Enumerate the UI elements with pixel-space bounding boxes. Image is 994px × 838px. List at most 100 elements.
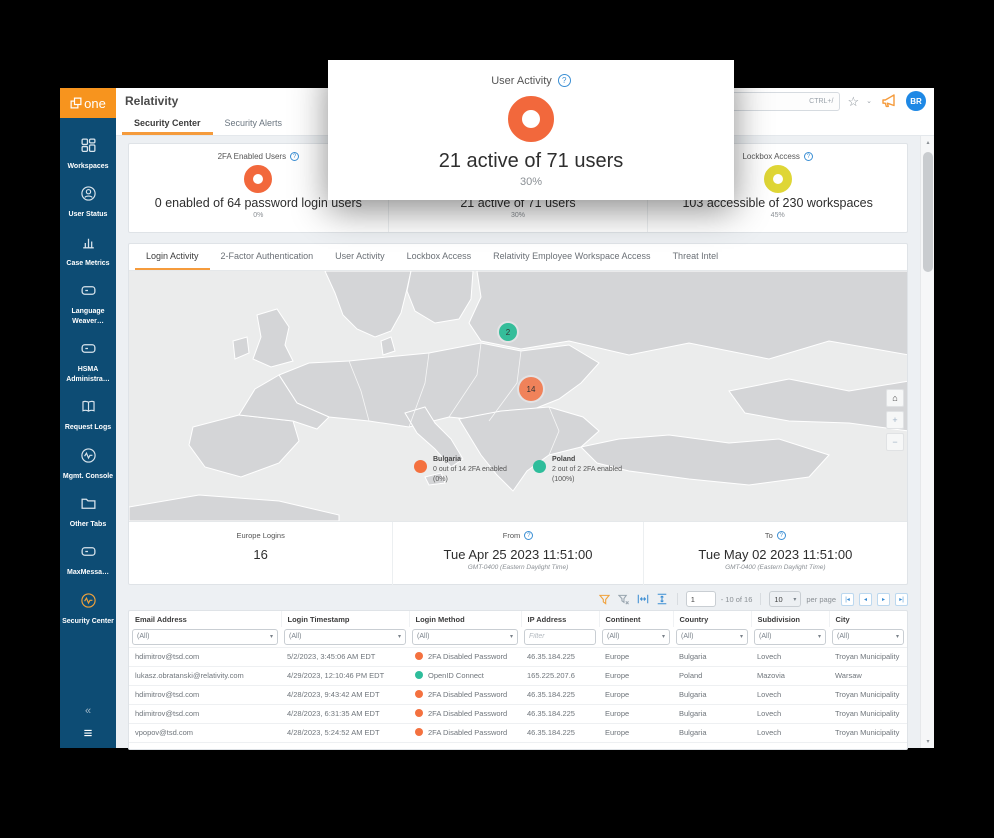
map-bubble-bulgaria[interactable]: 14 — [519, 377, 543, 401]
login-method-dot — [415, 671, 423, 679]
ip-filter-input[interactable] — [524, 628, 596, 645]
favorites-star-icon[interactable]: ☆ — [847, 93, 860, 109]
column-width-icon[interactable] — [636, 592, 650, 606]
content-tab-strip: Login Activity 2-Factor Authentication U… — [129, 244, 907, 271]
scroll-down-arrow[interactable]: ▾ — [926, 739, 930, 745]
legend-line: 2 out of 2 2FA enabled — [551, 465, 623, 473]
sidebar-item-mgmt-console[interactable]: Mgmt. Console — [60, 440, 116, 488]
table-row[interactable]: hdimitrov@tsd.com 4/28/2023, 6:31:35 AM … — [129, 703, 907, 723]
vertical-scrollbar[interactable]: ▴ ▾ — [920, 136, 934, 748]
sidebar-item-label: Other Tabs — [69, 520, 107, 528]
tab-rel-employee-workspace-access[interactable]: Relativity Employee Workspace Access — [493, 251, 651, 261]
sidebar-item-case-metrics[interactable]: Case Metrics — [60, 227, 116, 275]
col-header-subdivision[interactable]: Subdivision — [751, 611, 830, 627]
help-icon[interactable]: ? — [776, 531, 786, 540]
clear-filter-icon[interactable] — [617, 592, 631, 606]
col-header-timestamp[interactable]: Login Timestamp — [281, 611, 410, 627]
help-icon[interactable]: ? — [290, 152, 300, 161]
legend-item-poland: Poland 2 out of 2 2FA enabled (100%) — [532, 455, 623, 484]
tab-2fa[interactable]: 2-Factor Authentication — [220, 251, 314, 261]
help-icon[interactable]: ? — [803, 152, 813, 161]
summary-percent: 45% — [770, 212, 785, 219]
sidebar-item-other-tabs[interactable]: Other Tabs — [60, 488, 116, 536]
tab-security-alerts[interactable]: Security Alerts — [224, 118, 283, 128]
legend-dot — [413, 460, 427, 473]
per-page-label: per page — [806, 594, 836, 604]
filter-icon[interactable] — [598, 592, 612, 606]
legend-percent: (0%) — [432, 475, 448, 483]
chevron-down-icon: ▾ — [817, 634, 821, 641]
donut-chart — [508, 96, 554, 142]
legend-line: 0 out of 14 2FA enabled — [432, 465, 507, 473]
page-size-select[interactable]: 10 ▾ — [769, 591, 802, 607]
toolbar-divider — [676, 593, 678, 605]
table-row[interactable]: hdimitrov@tsd.com 4/28/2023, 9:43:42 AM … — [129, 684, 907, 704]
sidebar-item-maxmessage[interactable]: MaxMessa… — [60, 536, 116, 584]
map-zoom-in-button[interactable]: + — [886, 411, 904, 429]
sidebar-item-language-weaver[interactable]: Language Weaver… — [60, 275, 116, 333]
sidebar-item-request-logs[interactable]: Request Logs — [60, 391, 116, 439]
email-filter-select[interactable]: (All) ▾ — [132, 628, 278, 645]
table-toolbar: - 10 of 16 10 ▾ per page |◂ ◂ ▸ ▸| — [128, 588, 908, 610]
tab-threat-intel[interactable]: Threat Intel — [672, 251, 719, 261]
login-method-dot — [415, 728, 423, 736]
sidebar-collapse-button[interactable]: « — [84, 705, 92, 717]
help-icon[interactable]: ? — [557, 74, 571, 87]
sidebar-item-workspaces[interactable]: Workspaces — [60, 130, 116, 178]
favorites-caret-icon[interactable]: ⌄ — [866, 98, 872, 105]
from-date-value[interactable]: Tue Apr 25 2023 11:51:00 — [443, 547, 593, 562]
sidebar-item-user-status[interactable]: User Status — [60, 178, 116, 226]
next-page-button[interactable]: ▸ — [877, 592, 890, 606]
europe-map[interactable]: 2 14 Bulgaria 0 out of 14 2FA enabled (0… — [129, 271, 907, 521]
help-icon[interactable]: ? — [524, 531, 534, 540]
col-header-method[interactable]: Login Method — [409, 611, 522, 627]
sidebar-item-hsma-administration[interactable]: HSMA Administra… — [60, 333, 116, 391]
to-date-value[interactable]: Tue May 02 2023 11:51:00 — [698, 547, 853, 562]
sidebar-item-security-center[interactable]: Security Center — [60, 585, 116, 633]
city-filter-select[interactable]: (All) ▾ — [832, 628, 904, 645]
chevron-down-icon: ▾ — [269, 634, 273, 641]
tab-icon — [80, 340, 97, 362]
row-height-icon[interactable] — [655, 592, 669, 606]
page-number-input[interactable] — [685, 591, 716, 607]
to-date-stat: To ? Tue May 02 2023 11:51:00 GMT-0400 (… — [644, 522, 907, 586]
col-header-continent[interactable]: Continent — [599, 611, 674, 627]
map-bubble-poland[interactable]: 2 — [499, 323, 517, 341]
subdivision-filter-select[interactable]: (All) ▾ — [754, 628, 826, 645]
hamburger-menu-icon[interactable]: ≡ — [83, 725, 93, 742]
overlay-percent: 30% — [519, 176, 543, 188]
user-activity-overlay-card: User Activity ? 21 active of 71 users 30… — [328, 60, 734, 200]
tab-lockbox-access[interactable]: Lockbox Access — [406, 251, 472, 261]
tab-login-activity[interactable]: Login Activity — [135, 244, 210, 270]
method-filter-select[interactable]: (All) ▾ — [412, 628, 518, 645]
last-page-button[interactable]: ▸| — [895, 592, 908, 606]
table-row[interactable]: vpopov@tsd.com 4/28/2023, 5:24:52 AM EDT… — [129, 722, 907, 742]
user-avatar[interactable]: BR — [906, 91, 926, 111]
sidebar-item-label: MaxMessa… — [66, 569, 110, 577]
table-row[interactable]: lukasz.obratanski@relativity.com 4/29/20… — [129, 665, 907, 685]
stat-label: From — [502, 531, 521, 540]
map-home-button[interactable]: ⌂ — [886, 389, 904, 407]
table-row[interactable]: hdimitrov@tsd.com 5/2/2023, 3:45:06 AM E… — [129, 646, 907, 666]
col-header-city[interactable]: City — [829, 611, 907, 627]
tab-security-center[interactable]: Security Center — [122, 114, 213, 135]
map-zoom-out-button[interactable]: − — [886, 433, 904, 451]
sidebar-item-label: Request Logs — [64, 424, 112, 432]
announcements-megaphone-icon[interactable] — [879, 91, 899, 111]
scrollbar-thumb[interactable] — [923, 152, 933, 272]
security-center-icon — [80, 592, 97, 614]
summary-main-text: 0 enabled of 64 password login users — [154, 196, 362, 210]
col-header-email[interactable]: Email Address — [129, 611, 282, 627]
col-header-ip[interactable]: IP Address — [521, 611, 600, 627]
first-page-button[interactable]: |◂ — [841, 592, 854, 606]
europe-logins-stat: Europe Logins 16 — [129, 522, 392, 586]
continent-filter-select[interactable]: (All) ▾ — [602, 628, 670, 645]
col-header-country[interactable]: Country — [673, 611, 752, 627]
timestamp-filter-select[interactable]: (All) ▾ — [284, 628, 406, 645]
country-filter-select[interactable]: (All) ▾ — [676, 628, 748, 645]
scroll-up-arrow[interactable]: ▴ — [926, 140, 930, 146]
relativity-one-logo[interactable]: one — [60, 88, 116, 118]
overlay-title: User Activity — [491, 74, 552, 87]
prev-page-button[interactable]: ◂ — [859, 592, 872, 606]
tab-user-activity[interactable]: User Activity — [335, 251, 385, 261]
